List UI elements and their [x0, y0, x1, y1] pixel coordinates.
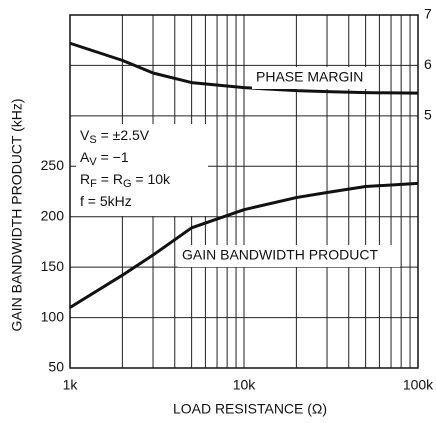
x-tick-label: 1k	[63, 377, 79, 393]
series-label: PHASE MARGIN	[256, 69, 363, 85]
y-axis-label: GAIN BANDWIDTH PRODUCT (kHz)	[9, 98, 25, 331]
series-line	[69, 181, 419, 309]
condition-text: = R	[97, 171, 123, 187]
label-background	[252, 67, 376, 89]
y2-tick-label: 7	[424, 6, 432, 22]
y-tick-label: 100	[41, 308, 65, 324]
y-tick-label: 250	[41, 157, 65, 173]
x-axis-label: LOAD RESISTANCE (Ω)	[173, 401, 327, 417]
condition: f = 5kHz	[80, 193, 132, 209]
subscript: V	[89, 156, 97, 168]
condition-text: V	[80, 127, 90, 143]
condition-text: f = 5kHz	[80, 193, 132, 209]
condition: VS = ±2.5V	[80, 127, 150, 146]
y-tick-label: 150	[41, 258, 65, 274]
series-line	[69, 41, 419, 95]
subscript: G	[123, 178, 132, 190]
y-tick-label: 50	[48, 359, 64, 375]
subscript: S	[89, 134, 96, 146]
plot-frame	[69, 14, 419, 369]
condition-text: = 10k	[132, 171, 172, 187]
y2-tick-label: 5	[424, 107, 432, 123]
y2-tick-label: 6	[424, 56, 432, 72]
y-tick-label: 200	[41, 207, 65, 223]
conditions-background	[76, 124, 208, 216]
condition-text: = −1	[97, 149, 129, 165]
condition-text: = ±2.5V	[97, 127, 150, 143]
series-label: GAIN BANDWIDTH PRODUCT	[182, 247, 378, 263]
condition: RF = RG = 10k	[80, 171, 171, 190]
subscript: F	[90, 178, 97, 190]
condition-text: R	[80, 171, 90, 187]
x-tick-label: 100k	[403, 377, 434, 393]
condition: AV = −1	[80, 149, 129, 168]
x-tick-label: 10k	[233, 377, 257, 393]
condition-text: A	[80, 149, 90, 165]
label-background	[178, 245, 400, 267]
